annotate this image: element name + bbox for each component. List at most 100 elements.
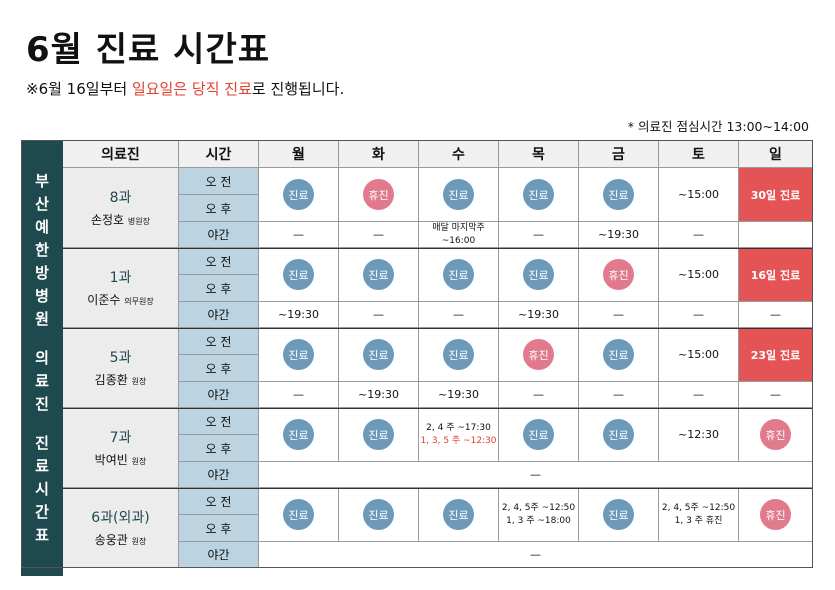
night-cell-wed: — [419, 302, 499, 328]
night-cell-sat: — [659, 302, 739, 328]
day-cell-fri: 진료 [579, 328, 659, 382]
doctor-role: 병원장 [127, 217, 151, 226]
doctor-name-text: 이준수 [87, 293, 121, 307]
notice-prefix: ※6월 16일부터 [26, 80, 132, 98]
night-text: — [613, 308, 624, 321]
night-text: — [293, 228, 304, 241]
night-cell-mon: ~19:30 [259, 302, 339, 328]
open-badge: 진료 [443, 339, 474, 370]
day-cell-wed: 2, 4 주 ~17:30 1, 3, 5 주 ~12:30 [419, 408, 499, 462]
night-cell-wed: 매달 마지막주 ~16:00 [419, 222, 499, 248]
doctor-role: 원장 [131, 537, 147, 546]
night-text: — [770, 308, 781, 321]
split-hours: 2, 4 주 ~17:30 1, 3, 5 주 ~12:30 [420, 422, 496, 448]
header-tue: 화 [339, 140, 419, 168]
header-fri: 금 [579, 140, 659, 168]
slot-label: 오 후 [179, 355, 259, 382]
night-cell-merged: — [259, 542, 813, 568]
open-badge: 진료 [363, 339, 394, 370]
doctor-dept: 8과 [109, 190, 132, 206]
header-mon: 월 [259, 140, 339, 168]
day-cell-wed: 진료 [419, 328, 499, 382]
night-cell-sun: — [739, 382, 813, 408]
side-label-char: 표 [35, 525, 49, 544]
side-label-char: 의 [35, 348, 49, 367]
doctor-name: 이준수 의무원장 [87, 291, 153, 308]
night-cell-mon: — [259, 222, 339, 248]
night-text: — [373, 308, 384, 321]
closed-badge: 휴진 [523, 339, 554, 370]
open-badge: 진료 [283, 339, 314, 370]
night-cell-tue: — [339, 222, 419, 248]
night-cell-thu: — [499, 382, 579, 408]
night-text: — [693, 388, 704, 401]
block-separator [63, 488, 813, 489]
doctor-dept: 7과 [109, 430, 132, 446]
day-cell-thu: 진료 [499, 168, 579, 222]
day-cell-sun: 휴진 [739, 408, 813, 462]
night-text: 매달 마지막주 ~16:00 [432, 222, 485, 246]
day-cell-wed: 진료 [419, 248, 499, 302]
day-cell-sat: ~15:00 [659, 328, 739, 382]
day-cell-tue: 진료 [339, 248, 419, 302]
open-badge: 진료 [363, 259, 394, 290]
doctor-dept: 5과 [109, 350, 132, 366]
notice-text: ※6월 16일부터 일요일은 당직 진료로 진행됩니다. [26, 78, 344, 99]
day-cell-thu: 휴진 [499, 328, 579, 382]
side-label-char: 원 [35, 309, 49, 328]
notice-suffix: 로 진행됩니다. [251, 80, 345, 98]
day-cell-wed: 진료 [419, 168, 499, 222]
slot-label: 야간 [179, 542, 259, 568]
night-cell-fri: — [579, 302, 659, 328]
doctor-role: 의무원장 [124, 297, 154, 306]
doctor-name-text: 손정호 [90, 213, 125, 227]
open-badge: 진료 [443, 259, 474, 290]
night-text: — [373, 228, 384, 241]
split-hours-line1: 2, 4, 5주 ~12:50 [501, 502, 576, 513]
split-hours-line2: 1, 3, 5 주 ~12:30 [420, 435, 497, 446]
side-label-char: 병 [35, 286, 49, 305]
header-wed: 수 [419, 140, 499, 168]
open-badge: 진료 [603, 419, 634, 450]
open-badge: 진료 [523, 419, 554, 450]
night-text: ~19:30 [518, 308, 559, 321]
split-hours-line1: 2, 4 주 ~17:30 [426, 422, 491, 433]
night-text: — [453, 308, 464, 321]
doctor-cell: 5과 김종환 원장 [63, 328, 179, 408]
slot-label: 오 전 [179, 168, 259, 195]
night-text: — [533, 228, 544, 241]
lunch-note: * 의료진 점심시간 13:00~14:00 [627, 119, 809, 134]
day-cell-fri: 휴진 [579, 248, 659, 302]
slot-label: 야간 [179, 222, 259, 248]
day-cell-thu: 진료 [499, 248, 579, 302]
day-cell-tue: 진료 [339, 488, 419, 542]
day-cell-sun: 휴진 [739, 488, 813, 542]
night-text: ~19:30 [358, 388, 399, 401]
slot-label: 오 전 [179, 248, 259, 275]
open-badge: 진료 [523, 259, 554, 290]
sunday-duty-cell: 30일 진료 [739, 168, 813, 222]
side-label-char: 방 [35, 263, 49, 282]
slot-label: 야간 [179, 302, 259, 328]
day-cell-mon: 진료 [259, 488, 339, 542]
day-cell-wed: 진료 [419, 488, 499, 542]
day-cell-mon: 진료 [259, 408, 339, 462]
day-cell-fri: 진료 [579, 488, 659, 542]
side-label-char: 예 [35, 217, 49, 236]
doctor-name: 박여빈 원장 [95, 451, 147, 468]
open-badge: 진료 [283, 179, 314, 210]
slot-label: 오 후 [179, 195, 259, 222]
day-cell-fri: 진료 [579, 408, 659, 462]
night-text: ~19:30 [438, 388, 479, 401]
doctor-name: 손정호 병원장 [91, 211, 150, 228]
block-separator [63, 328, 813, 329]
side-label-char: 산 [35, 194, 49, 213]
open-badge: 진료 [523, 179, 554, 210]
slot-label: 야간 [179, 462, 259, 488]
night-text: ~19:30 [278, 308, 319, 321]
side-label-char: 료 [35, 456, 49, 475]
open-badge: 진료 [603, 339, 634, 370]
night-cell-thu: ~19:30 [499, 302, 579, 328]
day-cell-mon: 진료 [259, 168, 339, 222]
